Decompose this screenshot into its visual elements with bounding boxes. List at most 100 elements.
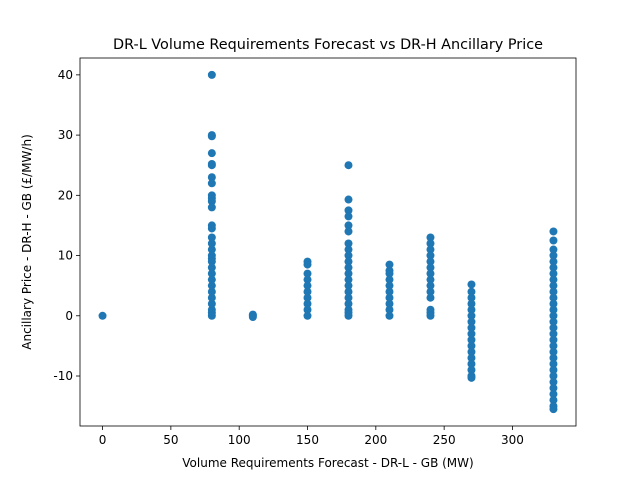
point xyxy=(426,275,435,284)
point xyxy=(207,173,216,182)
point xyxy=(344,227,353,236)
point xyxy=(207,224,216,233)
point xyxy=(549,293,558,302)
point xyxy=(385,269,394,278)
point xyxy=(207,160,216,169)
point xyxy=(549,329,558,338)
point xyxy=(207,257,216,266)
chart-title: DR-L Volume Requirements Forecast vs DR-… xyxy=(113,37,543,53)
point xyxy=(207,233,216,242)
point xyxy=(207,132,216,141)
point xyxy=(467,305,476,314)
point xyxy=(303,311,312,320)
point xyxy=(426,287,435,296)
point xyxy=(344,275,353,284)
point xyxy=(549,347,558,356)
x-tick-label: 100 xyxy=(228,433,251,447)
point xyxy=(549,335,558,344)
point xyxy=(426,257,435,266)
point xyxy=(344,311,353,320)
point xyxy=(426,233,435,242)
point xyxy=(549,305,558,314)
point xyxy=(549,365,558,374)
point xyxy=(426,251,435,260)
point xyxy=(344,212,353,221)
point xyxy=(549,323,558,332)
point xyxy=(344,239,353,248)
point xyxy=(467,293,476,302)
point xyxy=(207,70,216,79)
point xyxy=(385,281,394,290)
point xyxy=(207,287,216,296)
point xyxy=(549,353,558,362)
point xyxy=(549,287,558,296)
point xyxy=(467,299,476,308)
point xyxy=(426,281,435,290)
point xyxy=(467,335,476,344)
point xyxy=(207,197,216,206)
point xyxy=(207,263,216,272)
point xyxy=(549,245,558,254)
point xyxy=(207,299,216,308)
point xyxy=(426,269,435,278)
x-tick-label: 250 xyxy=(433,433,456,447)
point xyxy=(549,396,558,405)
point xyxy=(549,378,558,387)
point xyxy=(207,149,216,158)
point xyxy=(303,269,312,278)
point xyxy=(467,373,476,382)
point xyxy=(303,275,312,284)
y-tick-label: 0 xyxy=(65,309,73,323)
y-tick-label: 40 xyxy=(58,68,73,82)
plot-frame xyxy=(79,57,577,427)
point xyxy=(207,311,216,320)
y-tick-label: 20 xyxy=(58,188,73,202)
point xyxy=(426,311,435,320)
point xyxy=(303,287,312,296)
point xyxy=(467,365,476,374)
point xyxy=(344,281,353,290)
point xyxy=(344,287,353,296)
point xyxy=(344,299,353,308)
point xyxy=(207,203,216,212)
point xyxy=(426,239,435,248)
point xyxy=(426,263,435,272)
point xyxy=(385,293,394,302)
x-tick-label: 300 xyxy=(501,433,524,447)
point xyxy=(385,305,394,314)
point xyxy=(303,305,312,314)
y-tick-label: 30 xyxy=(58,128,73,142)
point xyxy=(207,179,216,188)
x-tick-label: 150 xyxy=(296,433,319,447)
point xyxy=(207,245,216,254)
x-tick-label: 200 xyxy=(364,433,387,447)
point xyxy=(467,347,476,356)
point xyxy=(549,227,558,236)
point xyxy=(207,281,216,290)
point xyxy=(207,293,216,302)
point xyxy=(467,287,476,296)
point xyxy=(344,263,353,272)
point xyxy=(467,311,476,320)
point xyxy=(549,251,558,260)
point xyxy=(549,341,558,350)
point xyxy=(426,293,435,302)
point xyxy=(467,317,476,326)
point xyxy=(549,359,558,368)
point xyxy=(344,269,353,278)
x-tick-label: 50 xyxy=(163,433,178,447)
point xyxy=(467,353,476,362)
point xyxy=(549,405,558,414)
point xyxy=(549,257,558,266)
point xyxy=(344,161,353,170)
point xyxy=(467,359,476,368)
point xyxy=(344,221,353,230)
point xyxy=(385,299,394,308)
point xyxy=(549,311,558,320)
point xyxy=(344,257,353,266)
point xyxy=(344,251,353,260)
point xyxy=(549,269,558,278)
y-tick-label: -10 xyxy=(53,369,73,383)
point xyxy=(98,311,107,320)
